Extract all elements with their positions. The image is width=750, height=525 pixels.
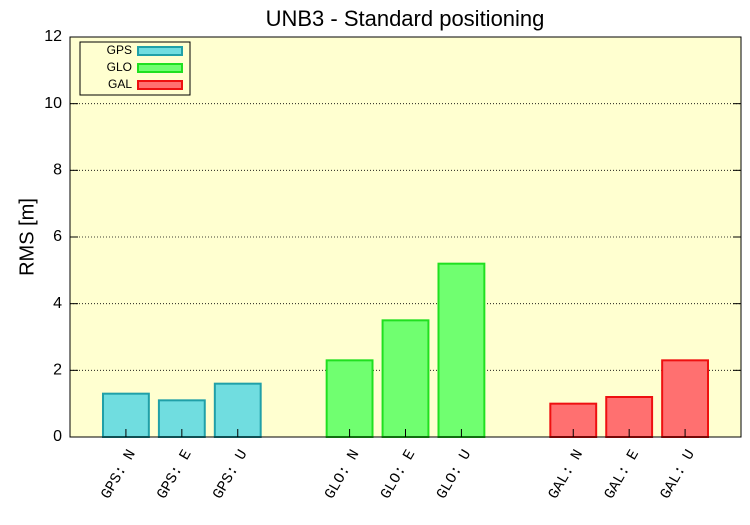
- legend-label: GAL: [108, 77, 132, 91]
- x-tick-label: GAL: E: [601, 447, 643, 502]
- legend-swatch: [137, 46, 183, 56]
- y-axis-label: RMS [m]: [16, 198, 38, 276]
- legend-swatch: [137, 80, 183, 90]
- y-tick-label: 12: [44, 28, 62, 45]
- y-tick-label: 2: [53, 362, 62, 379]
- plot-frame: [69, 36, 742, 438]
- y-tick-label: 4: [53, 295, 62, 312]
- x-tick-label: GLO: U: [433, 447, 475, 502]
- bar: [661, 359, 710, 439]
- chart-title: UNB3 - Standard positioning: [266, 6, 545, 31]
- x-tick-label: GLO: E: [378, 447, 420, 502]
- legend-swatch: [137, 63, 183, 73]
- legend-label: GPS: [107, 43, 132, 57]
- legend-label: GLO: [107, 60, 132, 74]
- bar: [437, 262, 486, 438]
- y-tick-label: 6: [53, 228, 62, 245]
- y-tick-label: 8: [53, 162, 62, 179]
- x-tick-label: GPS: E: [154, 447, 196, 502]
- y-tick-label: 0: [53, 428, 62, 445]
- bar: [381, 319, 430, 439]
- x-tick-label: GAL: U: [657, 447, 699, 502]
- x-tick-label: GLO: N: [322, 447, 364, 502]
- x-tick-label: GPS: U: [210, 447, 252, 502]
- bar: [325, 359, 374, 439]
- y-tick-label: 10: [44, 95, 62, 112]
- x-tick-label: GAL: N: [545, 447, 587, 502]
- x-tick-label: GPS: N: [98, 447, 140, 502]
